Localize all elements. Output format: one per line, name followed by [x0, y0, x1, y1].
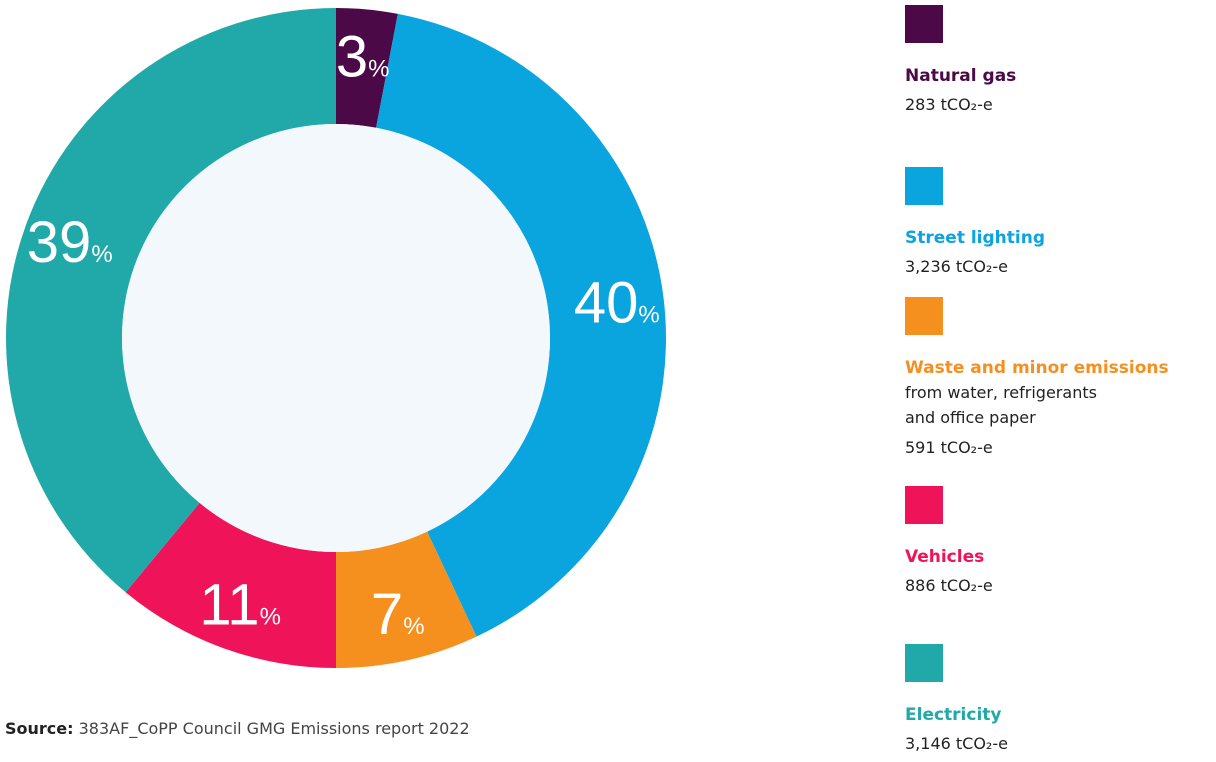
percent-value: 40	[574, 271, 639, 336]
donut-hole	[122, 124, 550, 552]
legend-name: Street lighting	[905, 228, 1045, 248]
percent-unit: %	[368, 55, 389, 82]
source: Source: 383AF_CoPP Council GMG Emissions…	[5, 719, 470, 739]
legend-amount: 886 tCO₂-e	[905, 576, 993, 595]
legend-swatch	[905, 297, 943, 335]
donut-segment	[376, 13, 667, 637]
percent-unit: %	[91, 241, 112, 268]
percent-unit: %	[403, 613, 424, 640]
source-text: 383AF_CoPP Council GMG Emissions report …	[79, 719, 470, 739]
legend-note: and office paper	[905, 408, 1036, 427]
percent-label: 39%	[27, 210, 113, 275]
legend-note: from water, refrigerants	[905, 383, 1097, 402]
legend-name: Natural gas	[905, 66, 1016, 86]
donut-segment	[125, 502, 336, 668]
donut-segment	[336, 531, 477, 668]
legend-amount: 3,236 tCO₂-e	[905, 257, 1008, 276]
legend-swatch	[905, 167, 943, 205]
legend-swatch	[905, 5, 943, 43]
legend-amount: 283 tCO₂-e	[905, 95, 993, 114]
percent-label: 7%	[371, 582, 425, 647]
legend-amount: 3,146 tCO₂-e	[905, 734, 1008, 753]
legend-swatch	[905, 644, 943, 682]
legend-swatch	[905, 486, 943, 524]
percent-label: 40%	[574, 271, 660, 336]
legend-name: Electricity	[905, 705, 1002, 725]
percent-label: 11%	[199, 572, 281, 637]
legend-name: Vehicles	[905, 547, 984, 567]
donut-segment	[336, 8, 398, 128]
percent-value: 7	[371, 582, 403, 647]
source-label: Source:	[5, 719, 74, 738]
donut-segment	[6, 8, 337, 593]
percent-unit: %	[638, 302, 659, 329]
percent-label: 3%	[336, 24, 390, 89]
percent-unit: %	[260, 603, 281, 630]
legend-amount: 591 tCO₂-e	[905, 438, 993, 457]
percent-value: 39	[27, 210, 92, 275]
percent-value: 11	[199, 572, 259, 637]
percent-value: 3	[336, 24, 368, 89]
legend-name: Waste and minor emissions	[905, 358, 1169, 378]
